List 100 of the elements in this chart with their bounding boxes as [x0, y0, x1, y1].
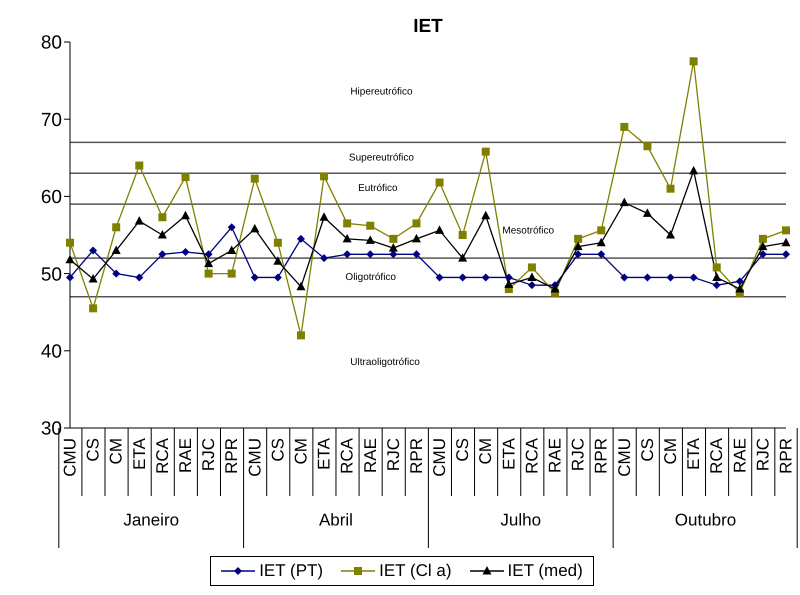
- point: [389, 234, 398, 243]
- annotation: Hipereutrófico: [350, 86, 414, 98]
- x-tick-label: CMU: [60, 438, 80, 477]
- point: [642, 208, 652, 217]
- point: [620, 273, 628, 282]
- point: [228, 223, 236, 232]
- x-tick-label: RJC: [568, 438, 588, 472]
- point: [181, 248, 190, 256]
- x-tick-label: RAE: [730, 438, 750, 473]
- x-tick-label: RAE: [546, 438, 565, 473]
- point: [158, 230, 167, 238]
- y-tick-label: 70: [40, 110, 62, 131]
- point: [666, 184, 675, 193]
- point: [550, 284, 560, 293]
- point: [504, 273, 513, 282]
- point: [690, 57, 698, 66]
- x-tick-label: CMU: [245, 438, 264, 477]
- point: [180, 210, 190, 220]
- point: [273, 256, 282, 265]
- point: [758, 250, 767, 258]
- text: Julho: [500, 510, 542, 530]
- point: [596, 238, 606, 246]
- point: [758, 234, 767, 243]
- x-tick-label: ETA: [130, 437, 149, 470]
- point: [458, 273, 467, 282]
- point: [388, 243, 398, 252]
- point: [112, 223, 120, 232]
- text: Outubro: [674, 510, 736, 530]
- x-tick-label: RJC: [384, 438, 403, 472]
- point: [135, 162, 144, 170]
- x-tick-label: RJC: [753, 438, 772, 472]
- x-tick-label: RAE: [176, 438, 195, 473]
- y-tick-label: 80: [40, 32, 62, 54]
- point: [597, 250, 606, 258]
- point: [343, 219, 352, 228]
- point: [296, 282, 306, 290]
- text: Janeiro: [123, 510, 180, 530]
- point: [597, 226, 606, 234]
- text: Abril: [318, 510, 353, 530]
- x-tick-label: CM: [661, 438, 680, 464]
- point: [574, 250, 582, 258]
- point: [158, 250, 166, 258]
- point: [712, 272, 722, 281]
- point: [88, 274, 98, 283]
- point: [204, 258, 214, 268]
- x-tick-label: ETA: [314, 437, 334, 470]
- point: [690, 273, 698, 282]
- x-tick-label: RCA: [338, 437, 357, 474]
- point: [482, 148, 490, 156]
- point: [481, 210, 490, 220]
- point: [666, 230, 676, 238]
- point: [504, 279, 514, 288]
- point: [274, 273, 282, 282]
- x-tick-label: CS: [268, 438, 288, 462]
- point: [320, 254, 328, 262]
- x-tick-label: RPR: [592, 438, 611, 474]
- point: [250, 174, 259, 183]
- point: [412, 234, 421, 242]
- point: [89, 304, 98, 312]
- annotation: Mesotrófico: [502, 226, 555, 237]
- x-tick-label: RCA: [152, 437, 172, 474]
- x-tick-label: RCA: [707, 437, 726, 474]
- point: [458, 231, 467, 239]
- point: [435, 225, 444, 234]
- x-tick-label: CS: [84, 438, 103, 462]
- annotation: Ultraoligotrófico: [350, 356, 420, 368]
- point: [134, 216, 144, 225]
- x-tick-label: RPR: [222, 438, 242, 474]
- point: [643, 273, 652, 282]
- point: [274, 238, 282, 247]
- legend-label: IET (Cl a): [378, 561, 452, 581]
- point: [458, 253, 468, 262]
- x-tick-label: CMU: [430, 438, 450, 477]
- point: [782, 226, 790, 234]
- annotation: Oligotrófico: [345, 272, 396, 283]
- point: [643, 142, 652, 150]
- x-tick-label: CM: [476, 438, 496, 464]
- y-tick-label: 30: [40, 418, 62, 440]
- point: [528, 263, 536, 272]
- point: [482, 273, 490, 282]
- point: [436, 178, 444, 187]
- point: [66, 238, 74, 247]
- point: [620, 122, 628, 131]
- y-tick-label: 50: [40, 264, 62, 286]
- point: [66, 254, 74, 264]
- point: [204, 250, 213, 258]
- point: [782, 238, 790, 246]
- point: [712, 263, 721, 272]
- point: [158, 213, 166, 222]
- point: [758, 242, 768, 250]
- point: [436, 273, 444, 282]
- point: [204, 270, 213, 278]
- point: [412, 219, 420, 228]
- legend-label: IET (med): [506, 561, 583, 581]
- point: [527, 272, 536, 281]
- point: [66, 273, 74, 282]
- point: [342, 234, 352, 242]
- point: [366, 222, 374, 230]
- annotation: Eutrófico: [358, 183, 398, 194]
- chart-title: IET: [412, 16, 444, 38]
